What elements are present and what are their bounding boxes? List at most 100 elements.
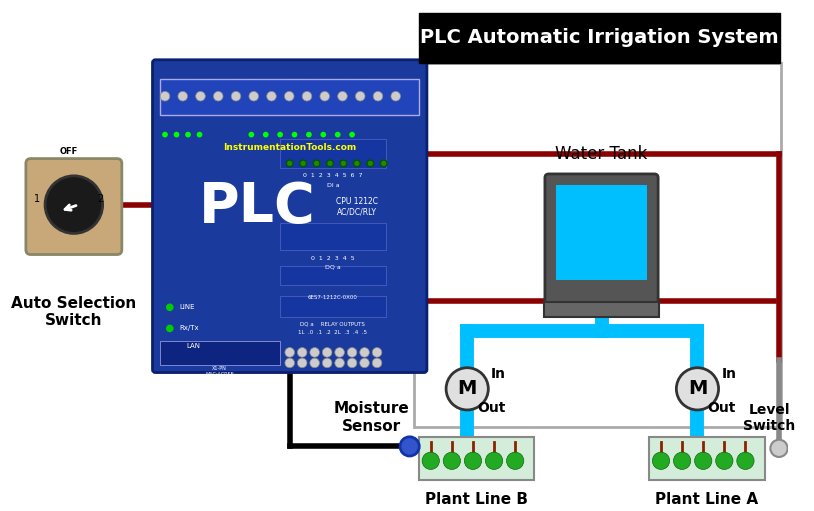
Circle shape <box>373 91 383 101</box>
Bar <box>414 63 781 427</box>
Text: In: In <box>721 367 737 381</box>
Text: 1L  .0  .1  .2  2L  .3  .4  .5: 1L .0 .1 .2 2L .3 .4 .5 <box>299 330 367 335</box>
Text: Auto Selection
Switch: Auto Selection Switch <box>11 296 137 328</box>
Circle shape <box>285 358 295 368</box>
Circle shape <box>380 160 387 167</box>
Bar <box>544 303 659 317</box>
Circle shape <box>263 132 269 137</box>
Text: LAN: LAN <box>186 343 201 349</box>
Circle shape <box>213 91 223 101</box>
Text: Rx/Tx: Rx/Tx <box>179 326 199 332</box>
Circle shape <box>166 324 173 332</box>
FancyBboxPatch shape <box>545 174 659 306</box>
Text: OFF: OFF <box>60 147 78 156</box>
Circle shape <box>372 347 382 357</box>
Circle shape <box>285 347 295 357</box>
Circle shape <box>248 132 254 137</box>
Circle shape <box>160 91 170 101</box>
Bar <box>280 140 386 168</box>
FancyBboxPatch shape <box>26 158 122 254</box>
Text: PLC: PLC <box>199 180 316 234</box>
Circle shape <box>340 160 347 167</box>
Circle shape <box>178 91 187 101</box>
Circle shape <box>297 347 307 357</box>
Circle shape <box>185 132 191 137</box>
Text: InstrumentationTools.com: InstrumentationTools.com <box>223 143 357 152</box>
Bar <box>419 437 534 480</box>
Circle shape <box>400 437 419 456</box>
Circle shape <box>694 452 712 470</box>
Circle shape <box>166 304 173 311</box>
Text: DQ a: DQ a <box>325 265 341 269</box>
Circle shape <box>360 347 370 357</box>
Circle shape <box>302 91 312 101</box>
Text: 2: 2 <box>98 194 104 204</box>
Circle shape <box>267 91 276 101</box>
Circle shape <box>278 132 283 137</box>
Bar <box>557 185 646 281</box>
Circle shape <box>673 452 691 470</box>
Circle shape <box>326 160 334 167</box>
Circle shape <box>485 452 503 470</box>
Circle shape <box>335 132 340 137</box>
Text: DQ a    RELAY OUTPUTS: DQ a RELAY OUTPUTS <box>300 321 365 326</box>
Circle shape <box>306 132 312 137</box>
Circle shape <box>422 452 440 470</box>
Bar <box>160 79 419 115</box>
Circle shape <box>464 452 482 470</box>
Text: Level
Switch: Level Switch <box>743 403 795 433</box>
Circle shape <box>335 358 344 368</box>
Bar <box>160 341 280 365</box>
Text: DI a: DI a <box>326 183 339 188</box>
Bar <box>280 296 386 317</box>
Circle shape <box>287 160 293 167</box>
Text: Plant Line A: Plant Line A <box>655 492 759 507</box>
Circle shape <box>310 347 319 357</box>
Circle shape <box>356 91 365 101</box>
Text: Out: Out <box>707 401 735 415</box>
Circle shape <box>197 132 203 137</box>
Text: Moisture
Sensor: Moisture Sensor <box>334 402 409 434</box>
Circle shape <box>322 358 332 368</box>
Circle shape <box>652 452 670 470</box>
Circle shape <box>391 91 400 101</box>
Circle shape <box>284 91 294 101</box>
Circle shape <box>322 347 332 357</box>
Circle shape <box>310 358 319 368</box>
Text: M: M <box>457 379 477 399</box>
Text: Plant Line B: Plant Line B <box>425 492 528 507</box>
Circle shape <box>716 452 733 470</box>
Circle shape <box>195 91 205 101</box>
Circle shape <box>676 368 719 410</box>
Text: PLC Automatic Irrigation System: PLC Automatic Irrigation System <box>420 28 779 47</box>
Bar <box>280 223 386 250</box>
Circle shape <box>338 91 348 101</box>
Circle shape <box>300 160 307 167</box>
Circle shape <box>173 132 179 137</box>
Bar <box>280 266 386 285</box>
Text: Out: Out <box>477 401 505 415</box>
Circle shape <box>372 358 382 368</box>
Circle shape <box>231 91 241 101</box>
Text: In: In <box>491 367 506 381</box>
FancyBboxPatch shape <box>152 60 427 373</box>
Text: LINE: LINE <box>179 304 195 310</box>
Text: 0  1  2  3  4  5  6  7: 0 1 2 3 4 5 6 7 <box>303 173 362 178</box>
Circle shape <box>297 358 307 368</box>
Text: CPU 1212C
AC/DC/RLY: CPU 1212C AC/DC/RLY <box>336 197 378 217</box>
Text: 1: 1 <box>34 194 41 204</box>
Text: 0  1  2  3  4  5: 0 1 2 3 4 5 <box>311 256 355 261</box>
Text: M: M <box>688 379 707 399</box>
Circle shape <box>162 132 168 137</box>
Text: 6ES7-1212C-0X00: 6ES7-1212C-0X00 <box>308 295 358 300</box>
Text: Water Tank: Water Tank <box>555 145 648 163</box>
Circle shape <box>45 176 103 234</box>
Circle shape <box>349 132 355 137</box>
Bar <box>650 437 764 480</box>
FancyBboxPatch shape <box>419 13 780 63</box>
Circle shape <box>443 452 461 470</box>
Circle shape <box>320 91 330 101</box>
Circle shape <box>506 452 523 470</box>
Circle shape <box>360 358 370 368</box>
Circle shape <box>446 368 488 410</box>
